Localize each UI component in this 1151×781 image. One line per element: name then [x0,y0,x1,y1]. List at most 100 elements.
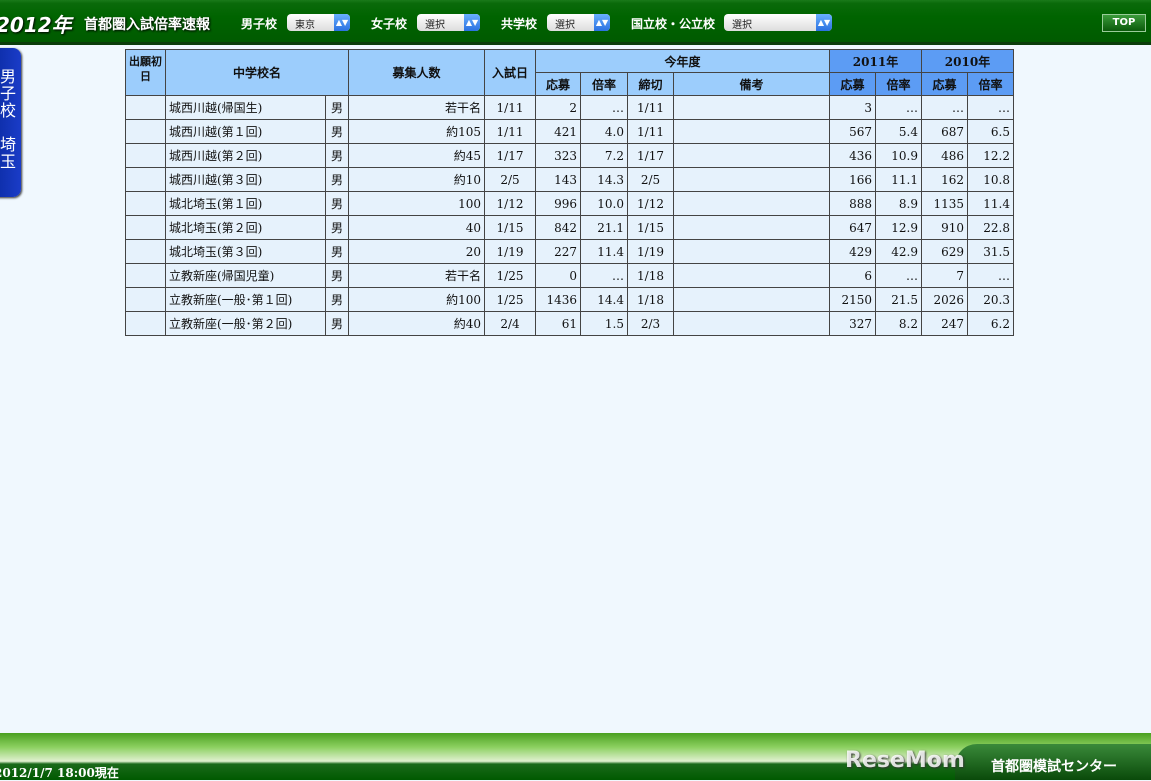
cell-notes [673,167,830,192]
ratio-table: 出願初日 中学校名 募集人数 入試日 今年度 2011年 2010年 応募 倍率… [125,49,1014,336]
cell-deadline: 1/18 [627,263,674,288]
cell-gender: 男 [325,215,349,240]
header-2010-applicants: 応募 [921,72,968,96]
cell-deadline: 1/11 [627,119,674,144]
header-school[interactable]: 中学校名 [165,49,349,96]
cell-deadline: 1/19 [627,239,674,264]
girls-school-select[interactable]: 選択 ▲▼ [417,14,480,31]
spacer [0,119,16,136]
header-exam-date[interactable]: 入試日 [484,49,536,96]
cell-ratio-2011: 10.9 [875,143,922,168]
cell-applicants: 61 [535,311,581,336]
cell-ratio-2010: … [967,263,1014,288]
cell-ratio-2011: 12.9 [875,215,922,240]
cell-ratio-2010: 11.4 [967,191,1014,216]
header-ratio[interactable]: 倍率 [580,72,628,96]
cell-school-name[interactable]: 城西川越(第３回) [165,167,326,192]
header-capacity: 募集人数 [348,49,485,96]
cell-applicants-2011: 888 [829,191,876,216]
cell-applicants: 2 [535,95,581,120]
side-tab-char: 子 [0,84,17,103]
cell-school-name[interactable]: 立教新座(一般･第１回) [165,287,326,312]
cell-exam-date: 1/12 [484,191,536,216]
table-row: 立教新座(一般･第２回) 男約40 2/4 61 1.5 2/3 327 8.2 247 6.2 [125,311,1014,336]
brand-logo[interactable]: 首都圏模試センター [955,744,1151,780]
watermark: ReseMom [845,748,965,773]
cell-first-day [125,287,166,312]
side-tab-char: 男 [0,67,17,86]
updown-arrow-icon: ▲▼ [464,14,480,31]
cell-applicants-2010: 687 [921,119,968,144]
header-applicants[interactable]: 応募 [535,72,581,96]
header-deadline: 締切 [627,72,674,96]
table-row: 立教新座(帰国児童) 男若干名 1/25 0… 1/18 6… 7… [125,263,1014,288]
cell-applicants-2011: 3 [829,95,876,120]
table-row: 城西川越(第３回) 男約10 2/5 143 14.3 2/5 166 11.1 162 10.8 [125,167,1014,192]
cell-applicants-2010: 7 [921,263,968,288]
cell-ratio-2011: … [875,95,922,120]
cell-applicants-2011: 2150 [829,287,876,312]
cell-ratio: … [580,263,628,288]
cell-ratio-2011: 11.1 [875,167,922,192]
cell-school-name[interactable]: 城西川越(帰国生) [165,95,326,120]
cell-school-name[interactable]: 城北埼玉(第１回) [165,191,326,216]
cell-ratio: 14.3 [580,167,628,192]
cell-gender: 男 [325,119,349,144]
cell-school-name[interactable]: 城西川越(第１回) [165,119,326,144]
page-title: 首都圏入試倍率速報 [84,17,210,33]
update-timestamp: 2012/1/7 18:00現在 [0,766,119,780]
public-school-select[interactable]: 選択 ▲▼ [724,14,832,31]
cell-applicants-2010: 629 [921,239,968,264]
cell-ratio: 4.0 [580,119,628,144]
side-tab-boys-saitama[interactable]: 男 子 校 埼 玉 [0,48,21,197]
cell-school-name[interactable]: 城北埼玉(第３回) [165,239,326,264]
top-button[interactable]: TOP [1102,14,1146,32]
cell-gender: 男 [325,167,349,192]
cell-deadline: 1/17 [627,143,674,168]
cell-applicants-2011: 6 [829,263,876,288]
select-value: 東京 [295,20,315,31]
table-row: 城西川越(帰国生) 男若干名 1/11 2… 1/11 3……… [125,95,1014,120]
header-this-year: 今年度 [535,49,830,73]
cell-deadline: 1/18 [627,287,674,312]
cell-school-name[interactable]: 立教新座(帰国児童) [165,263,326,288]
updown-arrow-icon: ▲▼ [816,14,832,31]
header-2011: 2011年 [829,49,922,73]
cell-notes [673,287,830,312]
cell-ratio-2010: 6.2 [967,311,1014,336]
cell-applicants: 842 [535,215,581,240]
public-school-label: 国立校・公立校 [631,17,716,31]
cell-school-name[interactable]: 城北埼玉(第２回) [165,215,326,240]
cell-deadline: 2/5 [627,167,674,192]
cell-ratio-2010: 6.5 [967,119,1014,144]
cell-ratio: … [580,95,628,120]
select-value: 選択 [555,20,575,31]
boys-school-select[interactable]: 東京 ▲▼ [287,14,350,31]
cell-ratio-2010: 20.3 [967,287,1014,312]
cell-ratio-2011: 5.4 [875,119,922,144]
year-logo: 2012年 [0,13,72,37]
updown-arrow-icon: ▲▼ [594,14,610,31]
cell-notes [673,311,830,336]
cell-ratio-2011: 21.5 [875,287,922,312]
cell-capacity: 若干名 [348,263,485,288]
cell-ratio: 7.2 [580,143,628,168]
cell-applicants-2011: 429 [829,239,876,264]
cell-first-day [125,119,166,144]
table-row: 城北埼玉(第３回) 男 20 1/19 227 11.4 1/19 429 42.9 629 31.… [125,239,1014,264]
cell-school-name[interactable]: 城西川越(第２回) [165,143,326,168]
cell-ratio-2011: … [875,263,922,288]
cell-notes [673,239,830,264]
cell-capacity: 約105 [348,119,485,144]
coed-school-select[interactable]: 選択 ▲▼ [547,14,610,31]
table-row: 立教新座(一般･第１回) 男約100 1/25 1436 14.4 1/18 2150 21.… [125,287,1014,312]
cell-applicants-2011: 567 [829,119,876,144]
cell-applicants-2010: 162 [921,167,968,192]
cell-first-day [125,143,166,168]
cell-ratio: 10.0 [580,191,628,216]
cell-applicants-2010: 1135 [921,191,968,216]
cell-school-name[interactable]: 立教新座(一般･第２回) [165,311,326,336]
cell-exam-date: 1/25 [484,287,536,312]
cell-capacity: 若干名 [348,95,485,120]
cell-exam-date: 1/15 [484,215,536,240]
